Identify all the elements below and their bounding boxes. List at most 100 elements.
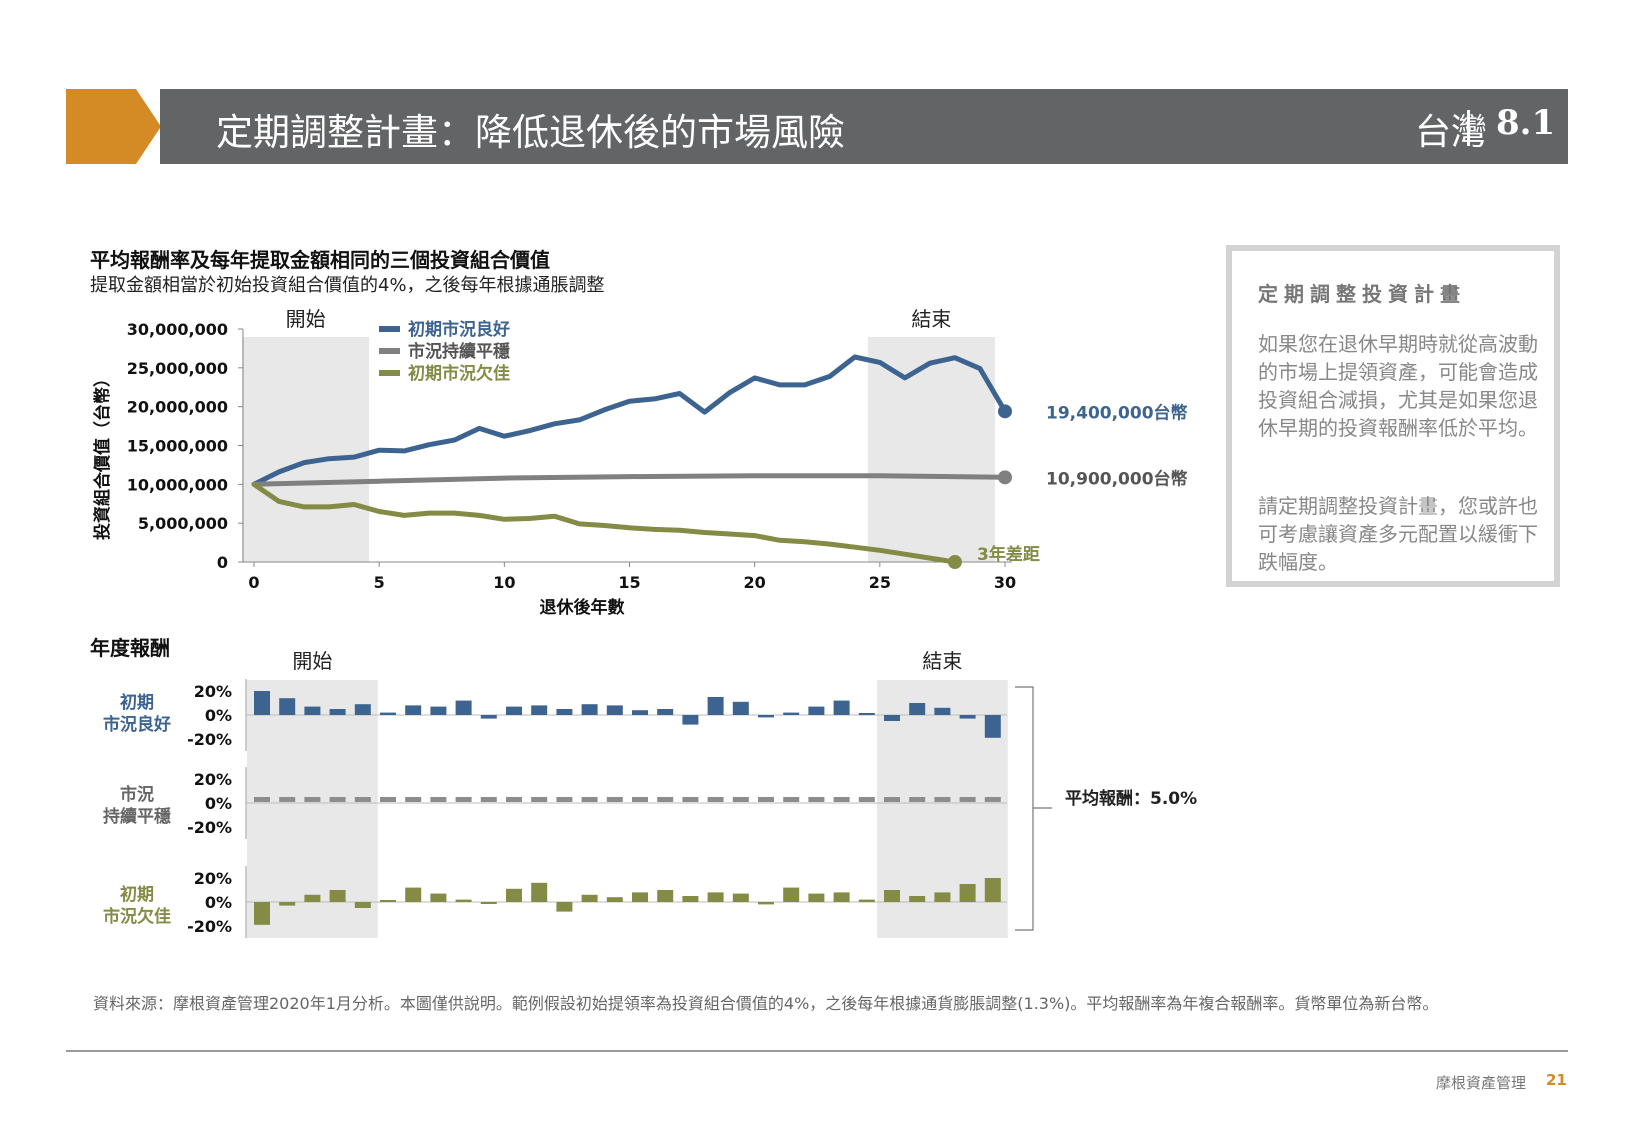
- end-label-good: 19,400,000台幣: [1046, 402, 1188, 423]
- bar: [984, 878, 1001, 902]
- bar: [380, 900, 396, 902]
- bar: [682, 896, 699, 902]
- x-tick-label: 10: [493, 573, 515, 592]
- bar: [808, 797, 825, 802]
- chart-subtitle: 提取金額相當於初始投資組合價值的4%，之後每年根據通脹調整: [90, 275, 605, 296]
- bar: [808, 706, 825, 715]
- bar: [254, 691, 270, 715]
- bar: [934, 892, 951, 902]
- x-tick-label: 25: [869, 573, 891, 592]
- bar: [783, 712, 800, 715]
- bar: [506, 797, 522, 802]
- bar: [254, 797, 270, 802]
- shaded-region-label-0: 開始: [286, 307, 326, 331]
- end-label-steady: 10,900,000台幣: [1046, 468, 1188, 489]
- legend-label-0: 初期市況良好: [408, 319, 510, 340]
- bar: [909, 797, 926, 802]
- annual-returns-title: 年度報酬: [90, 636, 170, 660]
- row-tick-label: -20%: [187, 818, 232, 837]
- legend-label-2: 初期市況欠佳: [408, 363, 510, 384]
- portfolio-value-line-chart: 開始 結束 0 5,000,000 10,000,000 15,000,000 20,000…: [92, 307, 1188, 618]
- bar: [304, 797, 321, 802]
- row-tick-label: 0%: [205, 794, 232, 813]
- bar: [707, 892, 724, 902]
- x-tick-label: 5: [374, 573, 385, 592]
- bar: [354, 704, 371, 715]
- bar: [833, 700, 850, 715]
- end-label-gap: 3年差距: [977, 544, 1040, 565]
- bar: [934, 797, 951, 802]
- row-label-poor-l1: 初期: [120, 885, 154, 905]
- bar: [304, 894, 321, 902]
- shaded-region-label-1: 結束: [911, 307, 951, 331]
- bar: [808, 893, 825, 902]
- bar: [380, 712, 396, 715]
- bar: [405, 887, 422, 902]
- bar: [884, 797, 900, 802]
- row-tick-label: 0%: [205, 893, 232, 912]
- x-axis-title: 退休後年數: [540, 597, 625, 618]
- bar: [480, 902, 497, 904]
- bar: [657, 890, 674, 902]
- bar: [531, 882, 548, 902]
- bar-shaded-region-label-0: 開始: [292, 649, 332, 673]
- bar: [531, 705, 548, 715]
- bar: [858, 797, 875, 802]
- shaded-region-0: [242, 337, 370, 562]
- annual-returns-bar-chart: 開始 結束 20% 0% -20% 20% 0% -20% 20% 0% -20% 平均報酬：5.0%: [187, 649, 1197, 938]
- bar: [884, 890, 900, 902]
- bar: [732, 797, 749, 802]
- row-tick-label: 20%: [194, 682, 232, 701]
- bar: [480, 715, 497, 719]
- footer-brand: 摩根資產管理: [1436, 1074, 1527, 1092]
- bar: [329, 709, 346, 715]
- bar: [556, 902, 573, 912]
- bar: [329, 890, 346, 902]
- header-region-label: 台灣: [1414, 112, 1487, 153]
- header-accent-chevron: [66, 89, 161, 164]
- y-tick-label: 5,000,000: [138, 514, 228, 533]
- bar: [430, 797, 447, 802]
- series-line-0: [251, 354, 1008, 487]
- bar: [707, 797, 724, 802]
- shaded-region-1: [867, 337, 995, 562]
- bar: [430, 893, 447, 902]
- bar: [783, 797, 800, 802]
- bar: [909, 896, 926, 902]
- bar: [581, 704, 598, 715]
- side-panel-paragraph-1: 如果您在退休早期時就從高波動的市場上提領資產，可能會造成投資組合減損，尤其是如果…: [1258, 332, 1538, 440]
- side-panel: [1226, 245, 1560, 587]
- bar: [758, 902, 774, 905]
- y-tick-label: 0: [217, 553, 228, 572]
- row-label-good-l1: 初期: [120, 693, 154, 713]
- bar: [581, 797, 598, 802]
- row-tick-label: -20%: [187, 730, 232, 749]
- side-panel-title: 定期調整投資計畫: [1258, 282, 1466, 306]
- bar: [632, 892, 648, 902]
- bar: [657, 709, 674, 715]
- bar: [455, 797, 472, 802]
- bar: [858, 713, 875, 715]
- bar: [430, 706, 447, 715]
- average-bracket: [1015, 686, 1034, 931]
- y-tick-label: 20,000,000: [127, 398, 228, 417]
- bar: [279, 797, 296, 802]
- series-endpoint-2: [947, 555, 962, 569]
- x-tick-label: 0: [248, 573, 259, 592]
- bar: [632, 797, 648, 802]
- bar: [480, 797, 497, 802]
- bar: [833, 797, 850, 802]
- header-bar: [160, 89, 1568, 164]
- row-label-good-l2: 市況良好: [103, 715, 171, 735]
- bar: [606, 705, 623, 715]
- page-title: 定期調整計畫：降低退休後的市場風險: [216, 111, 845, 154]
- bar: [279, 902, 296, 906]
- bar: [354, 797, 371, 802]
- row-label-steady: 市況 持續平穩: [82, 784, 192, 828]
- y-tick-label: 25,000,000: [127, 359, 228, 378]
- bar: [884, 715, 900, 721]
- y-axis-title: 投資組合價值（台幣）: [92, 370, 113, 540]
- bar: [455, 700, 472, 715]
- x-tick-label: 30: [994, 573, 1016, 592]
- bar: [732, 701, 749, 715]
